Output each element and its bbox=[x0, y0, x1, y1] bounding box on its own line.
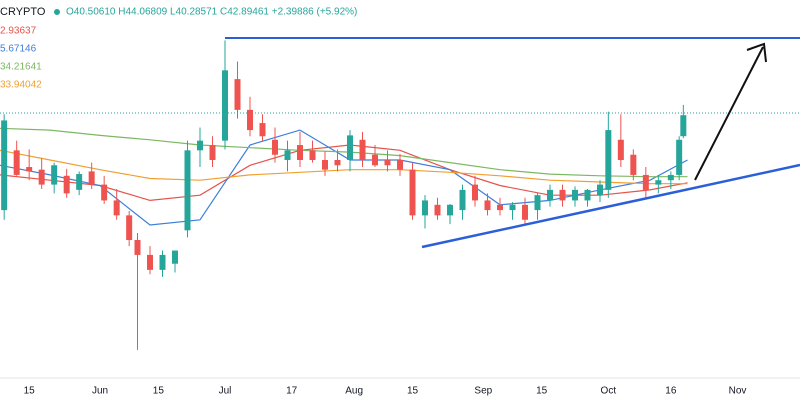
x-tick-label: Sep bbox=[474, 386, 492, 397]
candle-body bbox=[309, 150, 316, 160]
legend-label: 5.67146 bbox=[0, 44, 37, 55]
candle-body bbox=[597, 184, 603, 196]
candle-body bbox=[409, 169, 416, 216]
candle-body bbox=[655, 180, 662, 185]
x-tick-label: Oct bbox=[601, 386, 617, 397]
candle-body bbox=[113, 200, 120, 216]
candle-body bbox=[197, 140, 203, 151]
x-tick-label: Aug bbox=[345, 386, 363, 397]
marks bbox=[0, 40, 688, 350]
legend-label: 34.21641 bbox=[0, 62, 42, 73]
candle-body bbox=[447, 204, 453, 216]
x-tick-label: 17 bbox=[286, 386, 298, 397]
support-line bbox=[421, 163, 800, 249]
arrow bbox=[694, 46, 764, 181]
candle-body bbox=[222, 70, 228, 141]
candle-body bbox=[434, 204, 441, 216]
candle-body bbox=[26, 167, 33, 172]
candle-body bbox=[1, 120, 8, 211]
legend-label: 2.93637 bbox=[0, 26, 37, 37]
candle-body bbox=[334, 159, 341, 166]
x-tick-label: 15 bbox=[536, 386, 548, 397]
candle-body bbox=[272, 139, 278, 155]
candle-body bbox=[209, 145, 216, 160]
candle-body bbox=[572, 189, 578, 201]
arrow-head bbox=[746, 42, 767, 63]
symbol: CRYPTO bbox=[0, 6, 46, 18]
candle-body bbox=[676, 139, 683, 175]
candle-body bbox=[472, 184, 478, 201]
candle-body bbox=[51, 165, 58, 185]
x-tick-label: Jul bbox=[219, 386, 232, 397]
candle-body bbox=[101, 184, 108, 201]
candle-body bbox=[522, 204, 528, 220]
candle-body bbox=[347, 135, 353, 160]
candle-body bbox=[630, 154, 637, 175]
candle-body bbox=[384, 159, 391, 166]
legend-label: 33.94042 bbox=[0, 80, 42, 91]
candle-body bbox=[667, 174, 674, 181]
candle-body bbox=[284, 150, 291, 160]
candle-body bbox=[459, 189, 466, 211]
candle-body bbox=[184, 150, 191, 231]
x-tick-label: Nov bbox=[729, 386, 747, 397]
x-tick-label: 16 bbox=[665, 386, 677, 397]
candle-body bbox=[397, 159, 403, 170]
x-tick-label: 15 bbox=[407, 386, 419, 397]
ohlc: O40.50610 H44.06809 L40.28571 C42.89461 … bbox=[66, 7, 357, 18]
candle-body bbox=[484, 200, 491, 211]
candle-body bbox=[172, 250, 178, 264]
candle-body bbox=[617, 139, 624, 160]
candle-body bbox=[547, 189, 553, 201]
candle-body bbox=[13, 150, 20, 175]
candle-body bbox=[422, 200, 428, 216]
candle-body bbox=[605, 130, 612, 190]
candle-body bbox=[297, 145, 303, 160]
candle-body bbox=[234, 79, 241, 110]
candle-body bbox=[559, 189, 566, 201]
candle-body bbox=[642, 174, 649, 190]
candle-body bbox=[359, 139, 366, 160]
candle-body bbox=[126, 215, 133, 240]
candle-body bbox=[372, 154, 378, 166]
candle-body bbox=[247, 109, 253, 131]
candle-body bbox=[147, 254, 153, 270]
candle-body bbox=[680, 115, 687, 137]
x-tick-label: 15 bbox=[153, 386, 165, 397]
candle-body bbox=[322, 159, 328, 170]
candle-body bbox=[159, 254, 166, 270]
candle-body bbox=[63, 175, 70, 194]
candle-body bbox=[497, 204, 503, 211]
candle-body bbox=[509, 204, 516, 211]
candle-body bbox=[38, 169, 45, 185]
candle-body bbox=[584, 189, 591, 201]
candle-body bbox=[88, 171, 95, 185]
candle-body bbox=[259, 123, 266, 137]
status-dot bbox=[54, 9, 60, 15]
x-tick-label: 15 bbox=[24, 386, 36, 397]
x-tick-label: Jun bbox=[92, 386, 108, 397]
candle-body bbox=[76, 174, 83, 190]
candle-body bbox=[534, 195, 541, 211]
candle-body bbox=[134, 239, 141, 255]
ma-line bbox=[0, 149, 688, 185]
